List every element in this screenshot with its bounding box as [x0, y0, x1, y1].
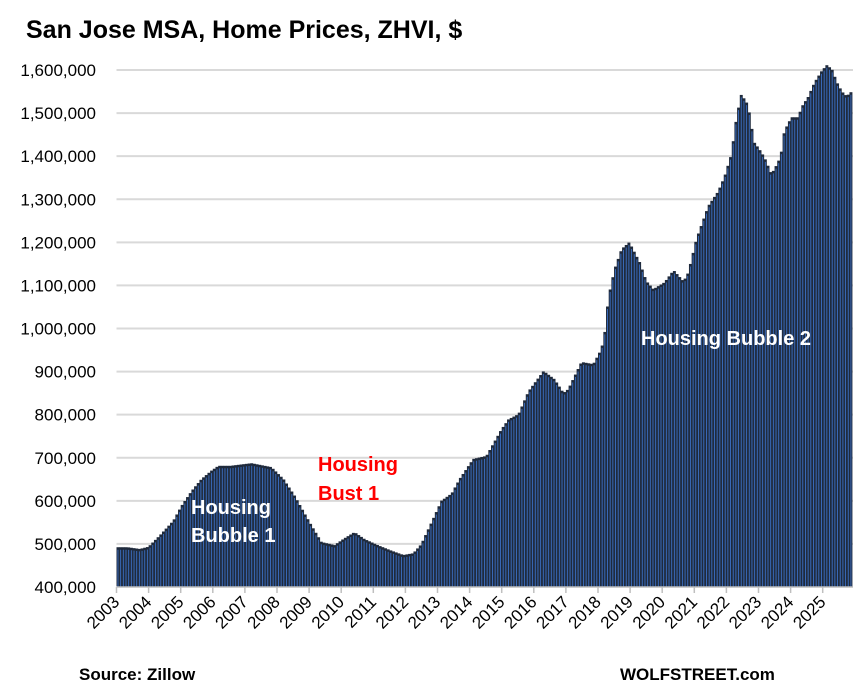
chart-title: San Jose MSA, Home Prices, ZHVI, $ — [26, 16, 462, 44]
y-tick-label: 400,000 — [35, 578, 96, 597]
annotation-bubble1-line1: Housing — [191, 497, 271, 519]
y-tick-label: 900,000 — [35, 363, 96, 382]
y-axis-ticks: 400,000 500,000 600,000 700,000 800,000 900,0… — [20, 61, 96, 597]
brand-label: WOLFSTREET.com — [620, 665, 775, 684]
x-tick-label: 2025 — [789, 592, 829, 632]
x-tick-label: 2007 — [212, 592, 252, 632]
x-tick-label: 2012 — [372, 592, 412, 632]
x-tick-label: 2010 — [308, 592, 348, 632]
x-tick-label: 2017 — [533, 592, 573, 632]
y-tick-label: 1,200,000 — [20, 233, 96, 252]
y-tick-label: 1,000,000 — [20, 320, 96, 339]
x-tick-label: 2011 — [341, 592, 380, 631]
x-tick-label: 2018 — [565, 592, 605, 632]
x-tick-label: 2016 — [500, 592, 540, 632]
x-tick-label: 2021 — [661, 592, 701, 632]
x-tick-label: 2015 — [468, 592, 508, 632]
source-label: Source: Zillow — [79, 665, 196, 684]
y-tick-label: 1,600,000 — [20, 61, 96, 80]
x-tick-label: 2013 — [404, 592, 444, 632]
y-tick-label: 1,100,000 — [20, 276, 96, 295]
y-tick-label: 800,000 — [35, 406, 96, 425]
x-tick-label: 2023 — [725, 592, 765, 632]
bars — [116, 65, 853, 588]
x-tick-label: 2024 — [757, 592, 797, 632]
annotation-bust1-line2: Bust 1 — [318, 483, 379, 505]
annotation-bust1-line1: Housing — [318, 454, 398, 476]
x-tick-label: 2014 — [436, 592, 476, 632]
y-tick-label: 700,000 — [35, 449, 96, 468]
annotation-bubble1-line2: Bubble 1 — [191, 525, 275, 547]
x-tick-label: 2020 — [629, 592, 669, 632]
x-tick-label: 2003 — [83, 592, 123, 632]
annotation-bubble2: Housing Bubble 2 — [641, 328, 811, 350]
x-tick-label: 2019 — [597, 592, 637, 632]
y-tick-label: 500,000 — [35, 535, 96, 554]
y-tick-label: 1,300,000 — [20, 190, 96, 209]
x-tick-label: 2009 — [276, 592, 316, 632]
x-tick-label: 2005 — [147, 592, 187, 632]
x-tick-label: 2008 — [244, 592, 284, 632]
y-tick-label: 1,500,000 — [20, 104, 96, 123]
x-axis: 2003200420052006200720082009201020112012… — [83, 586, 853, 633]
y-tick-label: 1,400,000 — [20, 147, 96, 166]
x-tick-label: 2004 — [115, 592, 155, 632]
x-tick-label: 2022 — [693, 592, 733, 632]
y-tick-label: 600,000 — [35, 492, 96, 511]
x-tick-label: 2006 — [179, 592, 219, 632]
